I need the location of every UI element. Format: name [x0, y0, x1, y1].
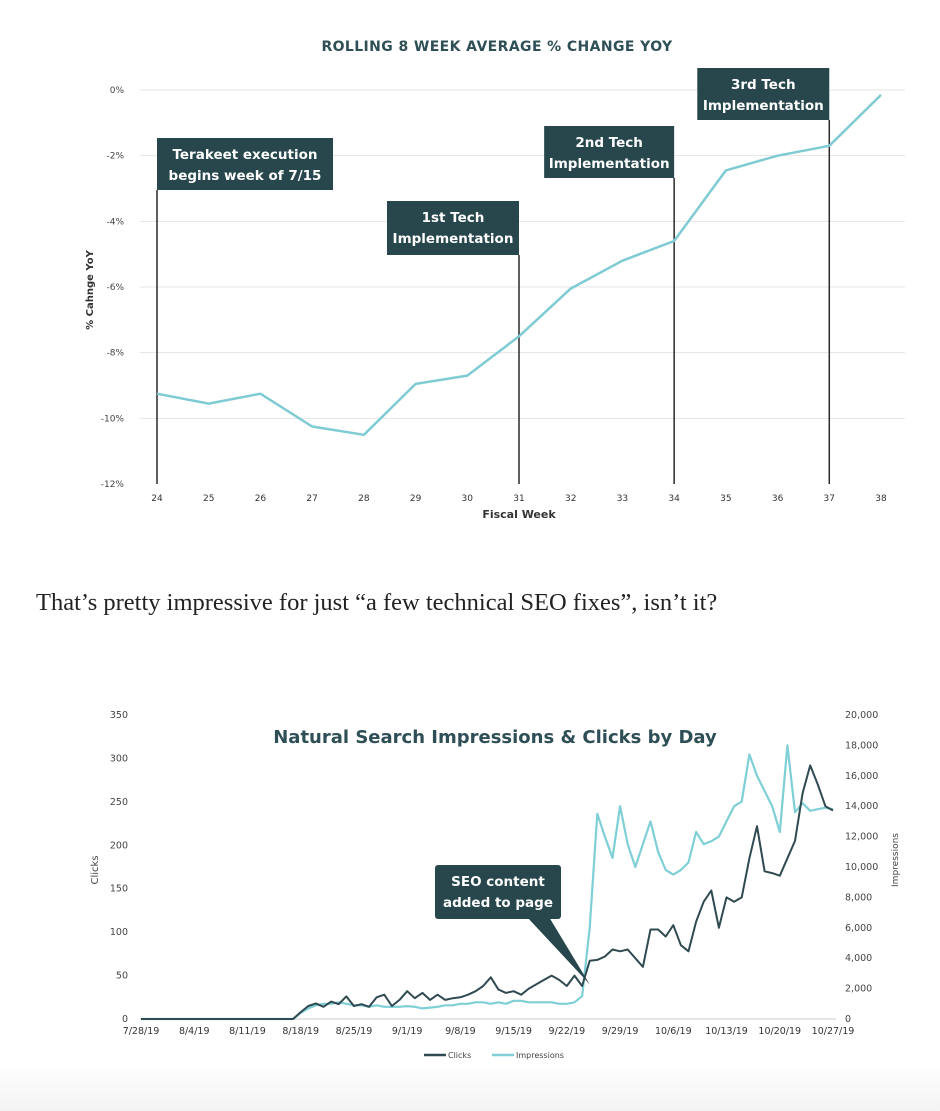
chart2-right-tick-label: 6,000 — [845, 923, 872, 934]
chart1-title: ROLLING 8 WEEK AVERAGE % CHANGE YOY — [321, 39, 673, 55]
chart2-right-tick-label: 12,000 — [845, 832, 878, 843]
chart1-annotation-box — [544, 126, 675, 178]
chart2-legend-label: Impressions — [516, 1051, 564, 1060]
chart1-x-tick-label: 26 — [255, 494, 267, 504]
chart1-y-tick-label: -12% — [101, 480, 125, 490]
chart1-x-tick-label: 38 — [875, 494, 887, 504]
chart1-x-tick-label: 25 — [203, 494, 214, 504]
chart1-annotation-text: 3rd Tech — [731, 77, 796, 93]
chart1-y-tick-label: -10% — [101, 414, 125, 424]
chart1-annotation-lines — [156, 120, 831, 484]
chart1-y-tick-label: 0% — [110, 86, 125, 96]
chart2-x-tick-label: 9/29/19 — [602, 1026, 639, 1037]
chart2-x-tick-label: 10/13/19 — [705, 1026, 748, 1037]
chart2-x-tick-label: 8/25/19 — [336, 1026, 373, 1037]
chart2-x-tick-label: 9/8/19 — [445, 1026, 476, 1037]
chart2-x-tick-label: 9/1/19 — [392, 1026, 423, 1037]
chart1-y-axis: 0% -2% -4% -6% -8% -10% -12% — [101, 86, 125, 490]
chart1-y-axis-label: % Cahnge YoY — [85, 249, 96, 329]
chart2-title: Natural Search Impressions & Clicks by D… — [273, 727, 717, 748]
chart2-right-tick-label: 4,000 — [845, 953, 872, 964]
yoy-change-chart: ROLLING 8 WEEK AVERAGE % CHANGE YOY 0% -2… — [85, 39, 905, 521]
chart2-right-tick-label: 8,000 — [845, 892, 872, 903]
chart2-left-tick-label: 300 — [110, 753, 128, 764]
chart2-left-tick-label: 200 — [110, 840, 128, 851]
page-bottom-fade — [0, 1065, 940, 1111]
chart1-x-tick-label: 32 — [565, 494, 576, 504]
chart2-legend: Clicks Impressions — [424, 1051, 564, 1060]
chart2-x-tick-label: 7/28/19 — [123, 1026, 160, 1037]
chart2-left-tick-label: 350 — [110, 710, 128, 721]
chart2-annotation: SEO content added to page — [435, 865, 590, 985]
chart2-right-tick-label: 16,000 — [845, 771, 878, 782]
chart1-annotation-box — [157, 138, 333, 190]
chart1-x-tick-label: 33 — [617, 494, 628, 504]
chart1-annotation-text: Implementation — [549, 156, 670, 172]
chart1-annotation-text: begins week of 7/15 — [169, 168, 322, 184]
chart1-x-tick-label: 30 — [462, 494, 474, 504]
chart2-legend-label: Clicks — [448, 1051, 471, 1060]
chart1-y-tick-label: -2% — [106, 152, 124, 162]
chart2-right-tick-label: 0 — [845, 1014, 851, 1025]
chart2-x-tick-label: 8/4/19 — [179, 1026, 210, 1037]
chart1-x-axis: 24 25 26 27 28 29 30 31 32 33 34 35 36 37 38 — [151, 494, 887, 504]
chart2-right-tick-label: 20,000 — [845, 710, 878, 721]
chart1-y-tick-label: -4% — [106, 217, 124, 227]
chart2-left-tick-label: 250 — [110, 797, 128, 808]
chart2-right-tick-label: 2,000 — [845, 984, 872, 995]
chart2-left-tick-label: 150 — [110, 884, 128, 895]
chart1-x-tick-label: 37 — [824, 494, 835, 504]
chart1-annotation-text: Implementation — [393, 231, 514, 247]
chart2-annotation-pointer — [527, 917, 590, 985]
chart1-y-tick-label: -8% — [106, 349, 124, 359]
chart2-annotation-box — [435, 865, 561, 919]
chart2-clicks-line — [141, 764, 834, 1020]
chart2-x-axis: 7/28/19 8/4/19 8/11/19 8/18/19 8/25/19 9/1/19… — [123, 1026, 855, 1037]
chart2-x-tick-label: 9/15/19 — [495, 1026, 532, 1037]
chart2-x-tick-label: 10/27/19 — [812, 1026, 855, 1037]
chart1-x-tick-label: 28 — [358, 494, 370, 504]
chart1-annotation-text: 2nd Tech — [575, 135, 643, 151]
chart2-left-axis: 0 50 100 150 200 250 300 350 — [110, 710, 128, 1025]
chart1-series — [156, 94, 882, 437]
chart2-impressions-line — [141, 744, 834, 1021]
chart2-annotation-text: SEO content — [451, 874, 545, 890]
chart1-annotation-box — [387, 201, 519, 255]
chart1-x-tick-label: 31 — [513, 494, 524, 504]
chart2-right-axis: 0 2,000 4,000 6,000 8,000 10,000 12,000 14,000 1… — [845, 710, 878, 1025]
chart1-annotation-box — [697, 68, 830, 120]
chart1-annotation-text: Terakeet execution — [172, 147, 317, 163]
chart1-annotation-text: Implementation — [703, 98, 824, 114]
chart2-series — [141, 744, 834, 1021]
chart2-left-axis-label: Clicks — [90, 855, 101, 884]
chart1-x-tick-label: 24 — [151, 494, 163, 504]
chart2-right-tick-label: 18,000 — [845, 740, 878, 751]
chart1-x-tick-label: 27 — [306, 494, 317, 504]
chart2-annotation-text: added to page — [443, 895, 553, 911]
chart2-right-tick-label: 14,000 — [845, 801, 878, 812]
chart2-x-tick-label: 8/18/19 — [282, 1026, 319, 1037]
chart1-annotation-text: 1st Tech — [422, 210, 485, 226]
chart2-right-tick-label: 10,000 — [845, 862, 878, 873]
chart1-x-tick-label: 29 — [410, 494, 422, 504]
chart2-left-tick-label: 0 — [122, 1014, 128, 1025]
caption-text: That’s pretty impressive for just “a few… — [36, 589, 718, 616]
chart2-x-tick-label: 8/11/19 — [229, 1026, 266, 1037]
chart1-x-axis-label: Fiscal Week — [482, 508, 556, 521]
chart1-x-tick-label: 35 — [720, 494, 731, 504]
chart2-x-tick-label: 10/20/19 — [758, 1026, 801, 1037]
chart1-y-tick-label: -6% — [106, 283, 124, 293]
chart2-left-tick-label: 100 — [110, 927, 128, 938]
chart1-x-tick-label: 36 — [772, 494, 784, 504]
chart2-x-tick-label: 9/22/19 — [549, 1026, 586, 1037]
chart1-x-tick-label: 34 — [668, 494, 680, 504]
chart1-annotations: Terakeet execution begins week of 7/15 1st… — [157, 68, 830, 255]
chart2-x-tick-label: 10/6/19 — [655, 1026, 692, 1037]
chart2-right-axis-label: Impressions — [891, 833, 901, 887]
impressions-clicks-chart: Natural Search Impressions & Clicks by D… — [90, 710, 901, 1060]
chart2-left-tick-label: 50 — [116, 971, 128, 982]
